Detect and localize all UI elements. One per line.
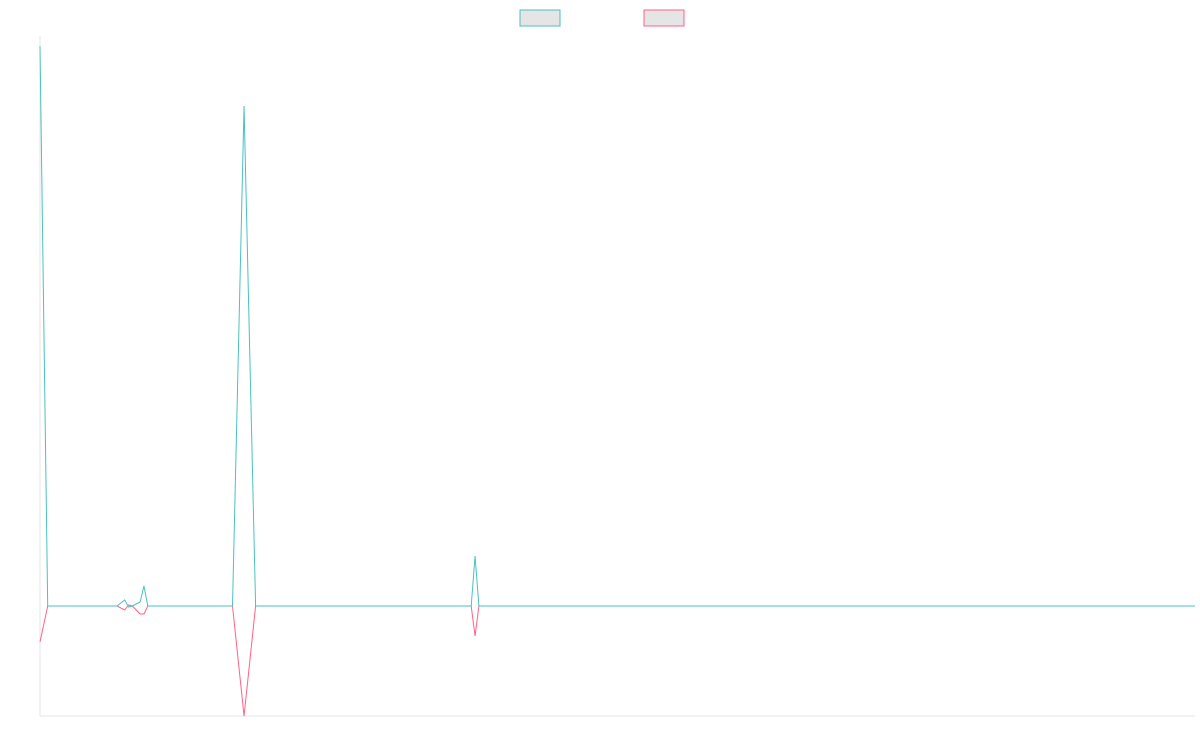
- chart-legend: [519, 9, 685, 27]
- series-line-1: [39, 45, 1195, 608]
- chart-axes: [39, 36, 1195, 717]
- legend-swatch-1[interactable]: [519, 9, 561, 27]
- legend-swatch-2[interactable]: [643, 9, 685, 27]
- series-line-2: [39, 604, 1195, 717]
- chart-series: [39, 45, 1195, 717]
